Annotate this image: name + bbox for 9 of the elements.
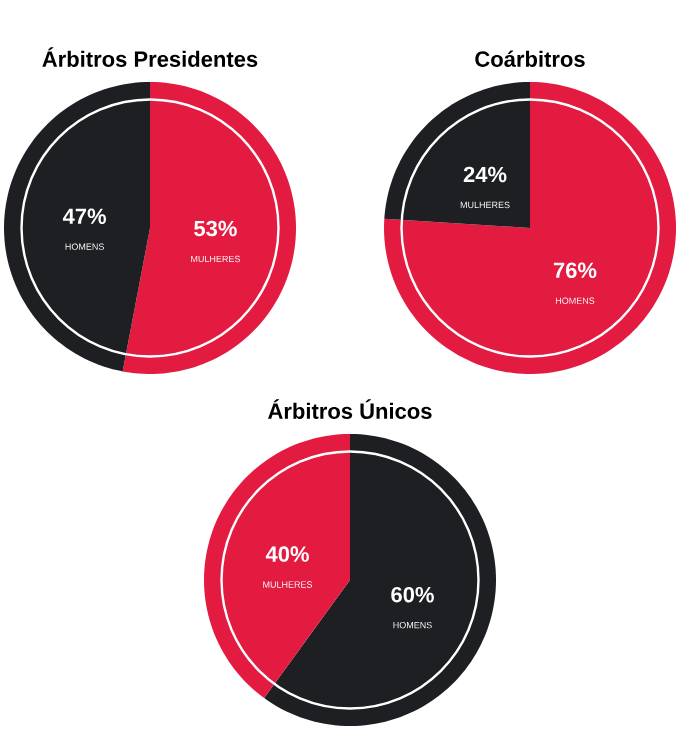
chart-title: Coárbitros — [475, 50, 585, 67]
data-label: 40% — [265, 546, 309, 562]
data-label: 47% — [62, 208, 107, 224]
data-label: 24% — [463, 166, 507, 183]
chart-title: Árbitros Únicos — [268, 399, 432, 419]
data-label: 76% — [553, 262, 597, 279]
data-label: 53% — [194, 220, 237, 237]
data-label: 60% — [391, 586, 434, 603]
chart-title: Árbitros Presidentes — [42, 47, 258, 67]
